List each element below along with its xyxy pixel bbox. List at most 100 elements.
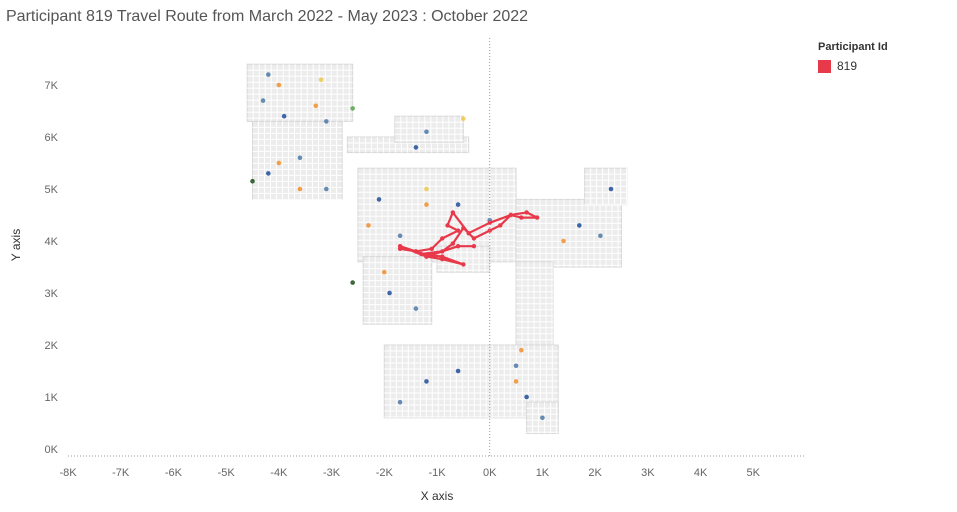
x-tick-label: -3K [323,467,341,479]
data-point [608,186,614,192]
x-tick-label: -6K [165,467,183,479]
axes: -8K -7K -6K -5K -4K -3K -2K -1K 0K 1K 2K 3K 4K 5K 0K 1K… [9,38,806,503]
route-point [440,249,445,254]
route-point [450,210,456,215]
data-point [376,197,382,202]
map-regions [246,63,628,434]
route-point [471,236,477,241]
data-point [324,186,329,192]
data-point [424,186,429,192]
y-tick-label: 3K [45,288,59,300]
data-point [350,106,355,111]
route-point [498,223,503,228]
route-point [461,225,466,231]
legend-title: Participant Id [818,41,888,53]
data-point [276,82,282,88]
data-point [461,116,466,122]
data-point [250,178,255,184]
route-point [440,254,445,259]
y-tick-label: 2K [45,340,59,352]
route-line-819 [399,211,539,266]
data-point [561,238,566,244]
chart-title: Participant 819 Travel Route from March … [6,8,529,25]
data-point [455,368,461,374]
data-point [513,379,519,384]
route-point [471,244,477,249]
x-tick-label: 4K [694,467,708,479]
data-point [524,394,529,400]
route-point [424,254,429,259]
route-point [466,231,471,236]
data-point [424,129,429,135]
route-point [418,251,424,257]
x-tick-label: -1K [428,467,446,479]
y-axis-label: Y axis [9,229,23,261]
data-point [519,347,524,353]
data-point [266,72,271,77]
data-point [281,113,287,119]
x-tick-label: 0K [483,467,497,479]
data-point [324,119,329,124]
x-tick-label: -2K [376,467,394,479]
data-point [424,202,429,207]
route-point [429,246,434,251]
y-tick-label: 0K [45,444,59,456]
x-tick-label: 2K [588,467,602,479]
data-point [366,223,371,228]
route-series-819 [397,210,540,267]
x-tick-label: 1K [536,467,550,479]
data-point [513,363,519,369]
legend-item-label: 819 [837,59,858,73]
data-point [413,145,419,150]
x-axis-label: X axis [421,489,454,503]
y-tick-label: 4K [45,236,59,248]
data-point [577,223,582,228]
data-point [397,399,403,405]
background-points [250,72,614,421]
data-point [424,379,429,384]
y-tick-label: 7K [45,80,59,92]
data-point [387,290,392,296]
map-region [394,115,464,143]
route-point [450,241,456,246]
route-point [461,262,466,267]
data-point [297,155,303,161]
route-point [440,236,445,241]
legend-swatch [818,59,831,73]
route-point [519,215,524,220]
data-point [350,280,355,285]
route-point [455,228,461,233]
y-tick-label: 5K [45,184,59,196]
map-region [362,256,433,325]
x-tick-label: -5K [218,467,236,479]
data-point [313,103,319,109]
data-point [413,306,419,311]
route-point [524,210,529,215]
data-point [540,415,545,421]
data-point [598,233,603,239]
x-tick-label: -4K [270,467,288,479]
route-point [534,215,540,220]
y-tick-label: 1K [45,392,59,404]
route-point [397,244,403,249]
data-point [260,98,266,103]
route-point [487,220,492,225]
x-tick-label: -8K [59,467,77,479]
x-tick-label: 3K [641,467,655,479]
data-point [318,77,324,83]
route-point [455,244,461,249]
route-point [413,249,419,254]
route-point [508,212,513,218]
data-point [381,269,387,275]
data-point [455,202,461,207]
route-point [445,223,450,228]
data-point [276,160,282,166]
y-tick-label: 6K [45,132,59,144]
x-tick-label: 5K [747,467,761,479]
x-tick-label: -7K [112,467,130,479]
legend: Participant Id 819 [818,41,888,73]
legend-item-819[interactable]: 819 [818,59,888,73]
data-point [297,186,303,192]
data-point [397,233,403,239]
